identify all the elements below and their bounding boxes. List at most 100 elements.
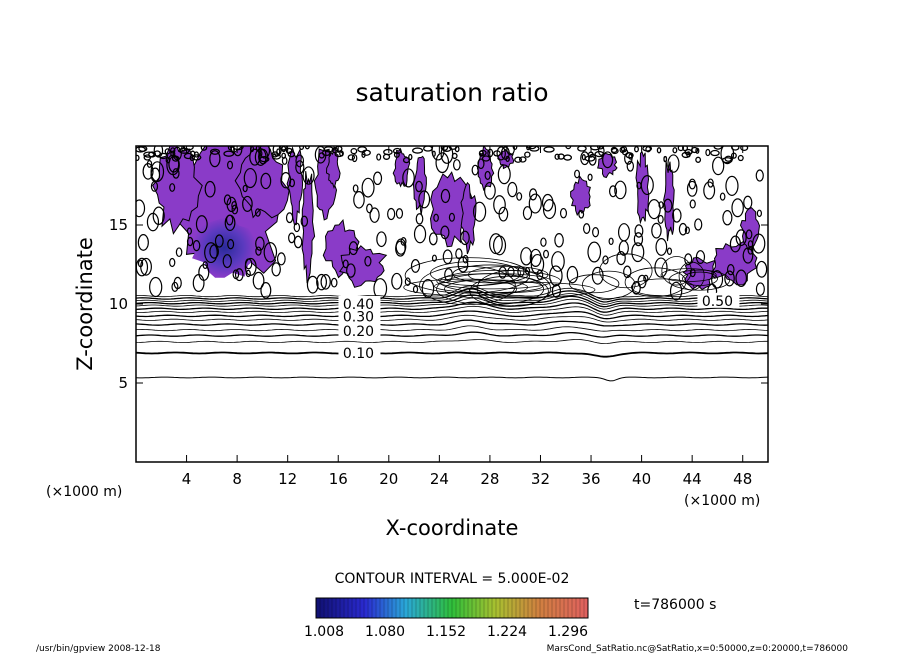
contour-speck: [391, 272, 403, 290]
contour-speck: [583, 223, 591, 234]
contour-speck: [395, 208, 404, 219]
contour-speck: [729, 235, 741, 253]
contour-speck: [711, 270, 724, 289]
contour-speck: [170, 147, 176, 154]
contour-speck: [580, 151, 590, 166]
contour-speck: [431, 150, 436, 157]
x-tick-label: 20: [379, 470, 398, 488]
contour-speck: [285, 212, 294, 224]
contour-speck: [543, 146, 555, 153]
contour-speck: [742, 247, 754, 264]
contour-speck: [192, 274, 205, 292]
contour-loop: [430, 260, 522, 286]
contour-speck: [260, 282, 272, 299]
contour-speck: [756, 209, 762, 218]
contour-speck: [655, 238, 668, 256]
contour-speck: [517, 266, 525, 277]
contour-speck: [489, 233, 503, 255]
chart-title: saturation ratio: [355, 78, 548, 107]
contour-label-bg: [338, 322, 381, 338]
contour-speck: [731, 198, 744, 218]
colorbar-tick-label: 1.008: [304, 624, 344, 640]
contour-speck: [204, 242, 218, 264]
contour-speck: [421, 278, 435, 299]
contour-speck: [514, 156, 523, 163]
contour-speck: [472, 201, 487, 222]
contour-speck: [481, 155, 491, 162]
contour-speck: [243, 167, 257, 189]
contour-speck: [681, 146, 689, 152]
colorbar-tick-label: 1.152: [426, 624, 466, 640]
contour-speck: [457, 256, 469, 273]
contour-label: 0.20: [343, 324, 374, 340]
contour-loop: [582, 270, 636, 299]
contour-speck: [559, 207, 568, 219]
contour-speck: [440, 146, 449, 151]
contour-speck: [507, 266, 515, 278]
contour-speck: [536, 269, 544, 280]
contour-speck: [192, 240, 201, 252]
contour-speck: [493, 195, 506, 215]
contour-speck: [364, 255, 372, 267]
contour-speck: [376, 153, 382, 161]
contour-speck: [295, 160, 305, 175]
contour-speck: [631, 242, 645, 263]
contour-speck: [549, 265, 563, 287]
contour-speck: [252, 271, 265, 290]
contour-speck: [209, 244, 219, 259]
contour-label: 0.30: [343, 310, 374, 326]
contour-speck: [137, 234, 149, 251]
contour-line: [136, 351, 768, 358]
contour-label-bg: [697, 292, 740, 308]
contour-speck: [342, 259, 349, 269]
contour-speck: [225, 214, 234, 226]
contour-speck: [418, 190, 431, 209]
contour-label: 0.40: [343, 297, 374, 313]
contour-speck: [295, 154, 305, 168]
contour-speck: [551, 251, 565, 272]
contour-speck: [393, 151, 400, 158]
contour-speck: [281, 152, 287, 159]
contour-speck: [551, 283, 562, 298]
contour-speck: [484, 181, 496, 200]
colorbar-tick-label: 1.080: [365, 624, 405, 640]
contour-line: [136, 314, 768, 323]
contour-speck: [563, 154, 573, 161]
contour-speck: [186, 236, 194, 247]
contour-speck: [153, 150, 161, 157]
footer-left: /usr/bin/gpview 2008-12-18: [36, 644, 161, 654]
contour-speck: [647, 199, 661, 220]
contour-speck: [610, 146, 618, 154]
contour-speck: [587, 173, 593, 182]
contour-speck: [258, 150, 263, 157]
contour-speck: [493, 150, 501, 157]
contour-speck: [471, 164, 479, 176]
contour-speck: [223, 150, 235, 157]
contour-speck: [695, 147, 700, 154]
contour-speck: [633, 232, 644, 247]
contour-speck: [209, 148, 221, 155]
contour-speck: [171, 155, 180, 162]
x-unit-right: (×1000 m): [684, 493, 760, 509]
contour-speck: [452, 159, 461, 171]
contour-speck: [719, 192, 726, 201]
contour-speck: [440, 188, 451, 204]
contour-lines: [136, 146, 768, 382]
x-tick-label: 44: [683, 470, 702, 488]
contour-speck: [254, 208, 261, 217]
contour-speck: [153, 146, 164, 158]
contour-speck: [566, 265, 579, 284]
contour-speck: [245, 269, 251, 278]
x-axis-label: X-coordinate: [386, 516, 519, 540]
contour-speck: [522, 206, 533, 221]
contour-speck: [500, 146, 510, 160]
saturated-region: [635, 151, 650, 225]
contour-speck: [656, 147, 662, 154]
contour-speck: [227, 160, 234, 170]
contour-speck: [348, 241, 359, 256]
contour-speck: [477, 158, 485, 170]
contour-speck: [302, 166, 315, 185]
contour-labels: 0.10 0.200.300.40 0.50: [338, 292, 740, 362]
contour-speck: [136, 199, 146, 218]
contour-speck: [242, 195, 253, 212]
